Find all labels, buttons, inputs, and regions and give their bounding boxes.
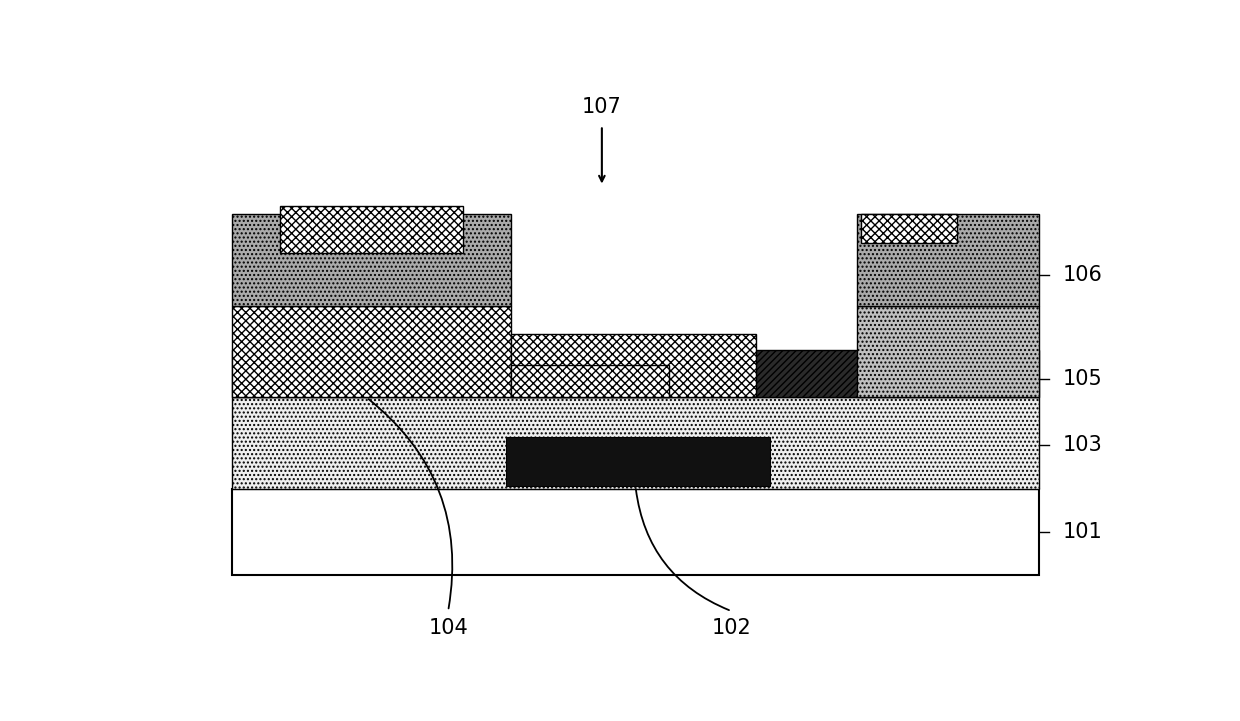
- Bar: [232, 397, 1039, 489]
- Bar: [857, 214, 1039, 306]
- Text: 107: 107: [582, 97, 621, 117]
- Text: 105: 105: [1063, 369, 1102, 389]
- Bar: [232, 489, 1039, 575]
- Bar: [232, 306, 511, 397]
- Text: 106: 106: [1063, 265, 1104, 286]
- Bar: [511, 366, 670, 397]
- Text: 101: 101: [1063, 522, 1102, 542]
- Bar: [862, 214, 957, 243]
- Bar: [511, 334, 755, 397]
- Bar: [232, 350, 1039, 397]
- Text: 102: 102: [712, 619, 751, 638]
- Text: 103: 103: [1063, 435, 1102, 455]
- Bar: [857, 306, 1039, 397]
- Bar: [506, 438, 770, 486]
- Text: 104: 104: [428, 619, 467, 638]
- Bar: [232, 214, 511, 306]
- Bar: [280, 206, 463, 253]
